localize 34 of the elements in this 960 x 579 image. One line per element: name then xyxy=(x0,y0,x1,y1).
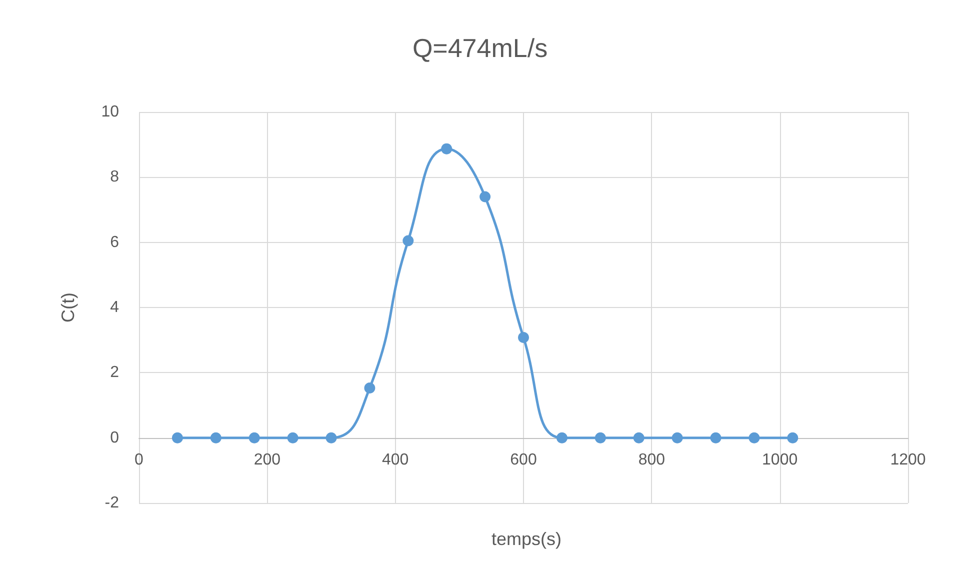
x-tick-label: 1000 xyxy=(762,451,798,468)
y-tick-label: 8 xyxy=(110,168,120,186)
y-tick-label: -2 xyxy=(104,494,120,512)
y-tick-label: 2 xyxy=(110,364,120,382)
point xyxy=(518,332,529,343)
y-tick-label: 0 xyxy=(110,429,120,446)
point xyxy=(172,432,183,444)
x-tick-label: 0 xyxy=(134,451,144,468)
point xyxy=(287,432,298,444)
point xyxy=(210,432,222,444)
point xyxy=(787,432,798,444)
chart-title: Q=474mL/s xyxy=(412,33,548,63)
point xyxy=(556,432,568,444)
x-tick-label: 400 xyxy=(382,451,409,468)
x-tick-label: 800 xyxy=(638,451,666,468)
y-tick-label: 6 xyxy=(110,234,120,251)
point xyxy=(710,432,722,444)
point xyxy=(594,432,606,444)
point xyxy=(402,235,414,246)
y-tick-label: 10 xyxy=(101,104,120,120)
point xyxy=(748,432,760,444)
x-tick-label: 200 xyxy=(254,451,281,468)
point xyxy=(480,191,491,202)
x-axis-title: temps(s) xyxy=(492,529,562,549)
point xyxy=(672,432,683,444)
point xyxy=(633,432,644,444)
point xyxy=(248,432,260,444)
point xyxy=(441,143,452,154)
point xyxy=(326,432,337,444)
x-tick-label: 600 xyxy=(510,451,537,468)
point xyxy=(364,382,376,394)
y-tick-label: 4 xyxy=(110,299,120,316)
x-tick-label: 1200 xyxy=(890,451,926,468)
y-axis-title: C(t) xyxy=(58,292,78,322)
